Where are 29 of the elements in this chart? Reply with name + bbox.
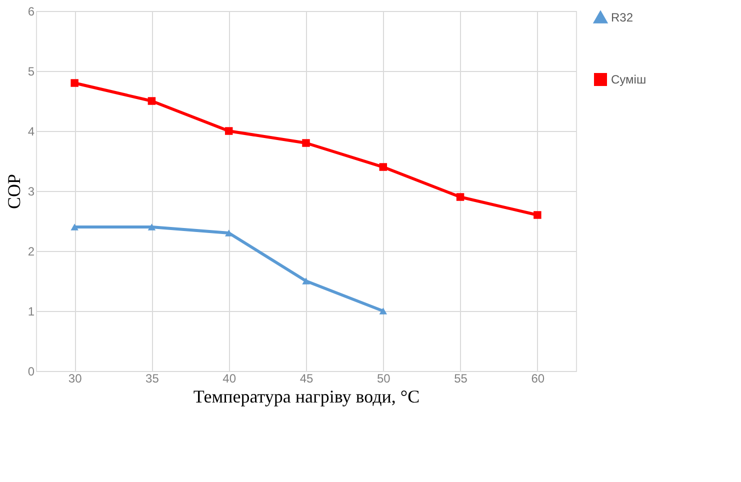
y-tick-label: 0 — [28, 364, 35, 378]
x-tick-label: 55 — [454, 372, 468, 386]
x-tick-label: 30 — [68, 372, 82, 386]
y-tick-label: 4 — [28, 124, 35, 138]
point — [148, 97, 156, 105]
x-tick-label: 50 — [376, 372, 391, 386]
x-tick-label: 45 — [300, 372, 314, 386]
point — [70, 79, 78, 87]
legend-label: Суміш — [611, 72, 646, 86]
point — [534, 211, 542, 219]
x-tick-label: 35 — [146, 372, 160, 386]
point — [70, 224, 78, 230]
y-tick-label: 2 — [28, 244, 35, 258]
legend-label: R32 — [611, 10, 634, 24]
y-tick-label: 3 — [28, 184, 35, 198]
y-tick-label: 5 — [28, 64, 35, 78]
point — [379, 308, 388, 314]
x-tick-label: 40 — [222, 372, 236, 386]
point — [302, 278, 310, 284]
y-tick-label: 1 — [28, 304, 35, 318]
y-tick-label: 6 — [28, 4, 35, 18]
point — [148, 224, 156, 230]
x-tick-label: 60 — [531, 372, 545, 386]
x-axis-title: Температура нагріву води, °C — [193, 386, 420, 406]
point — [379, 163, 388, 171]
point — [224, 127, 233, 135]
y-axis-title: COP — [4, 174, 24, 210]
point — [456, 193, 464, 201]
point — [302, 139, 310, 147]
